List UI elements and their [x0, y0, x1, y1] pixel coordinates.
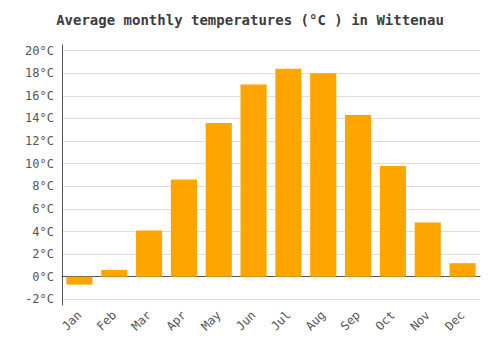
svg-text:16°C: 16°C [25, 89, 54, 103]
svg-text:12°C: 12°C [25, 134, 54, 148]
svg-text:Nov: Nov [407, 308, 432, 333]
svg-text:Sep: Sep [338, 308, 363, 333]
svg-text:2°C: 2°C [32, 247, 54, 261]
svg-text:Aug: Aug [303, 308, 328, 333]
svg-text:10°C: 10°C [25, 157, 54, 171]
svg-text:Mar: Mar [129, 308, 154, 333]
svg-text:Jun: Jun [233, 308, 258, 333]
svg-text:8°C: 8°C [32, 179, 54, 193]
svg-text:18°C: 18°C [25, 66, 54, 80]
svg-text:6°C: 6°C [32, 202, 54, 216]
svg-text:4°C: 4°C [32, 225, 54, 239]
svg-text:May: May [198, 308, 223, 333]
svg-text:20°C: 20°C [25, 44, 54, 58]
svg-text:Dec: Dec [442, 308, 467, 333]
svg-text:Jan: Jan [59, 308, 84, 333]
svg-text:Oct: Oct [373, 308, 398, 333]
svg-text:0°C: 0°C [32, 270, 54, 284]
svg-text:Average monthly temperatures (: Average monthly temperatures (°C ) in Wi… [56, 12, 444, 28]
svg-text:14°C: 14°C [25, 111, 54, 125]
svg-text:Apr: Apr [164, 308, 189, 333]
svg-text:Feb: Feb [94, 308, 119, 333]
svg-text:-2°C: -2°C [25, 292, 54, 306]
svg-text:Jul: Jul [268, 308, 293, 333]
